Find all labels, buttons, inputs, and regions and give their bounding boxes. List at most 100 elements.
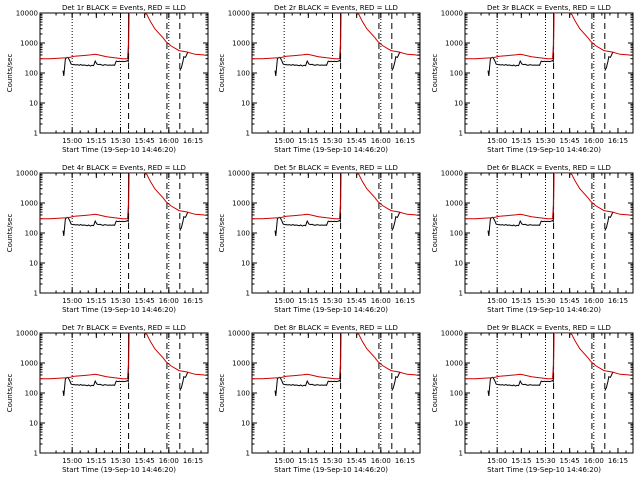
y-axis-label: Counts/sec <box>431 54 439 93</box>
detector-plot: Det 5r BLACK = Events, RED = LLD 1 10 100 10… <box>218 164 421 314</box>
x-axis-label: Start Time (19-Sep-10 14:46:20) <box>62 306 176 314</box>
y-tick-label: 10000 <box>228 170 250 178</box>
y-axis-label: Counts/sec <box>6 374 14 413</box>
events-line <box>274 173 342 236</box>
y-tick-label: 10 <box>29 100 38 108</box>
x-axis-label: Start Time (19-Sep-10 14:46:20) <box>487 466 601 474</box>
x-tick-label: 15:30 <box>110 137 130 145</box>
x-tick-label: 15:30 <box>535 137 555 145</box>
x-tick-label: 16:00 <box>371 297 391 305</box>
x-tick-label: 16:15 <box>608 457 628 465</box>
events-line <box>487 173 555 236</box>
y-tick-label: 1000 <box>445 360 463 368</box>
x-tick-label: 16:15 <box>183 297 203 305</box>
y-tick-label: 1000 <box>20 200 38 208</box>
events-line <box>604 211 614 231</box>
plot-frame <box>39 172 209 294</box>
x-tick-label: 15:15 <box>511 137 531 145</box>
plot-frame <box>39 332 209 454</box>
x-tick-label: 15:30 <box>535 457 555 465</box>
lld-line <box>465 13 633 60</box>
events-line <box>62 333 130 396</box>
y-tick-label: 100 <box>450 390 463 398</box>
y-tick-label: 10 <box>29 260 38 268</box>
detector-plot: Det 6r BLACK = Events, RED = LLD 1 10 100 10… <box>431 164 634 314</box>
detector-plot: Det 3r BLACK = Events, RED = LLD 1 10 100 10… <box>431 4 634 154</box>
plot-series-group <box>40 13 208 76</box>
x-tick-label: 15:15 <box>86 297 106 305</box>
events-line <box>179 371 189 391</box>
y-tick-label: 1 <box>246 130 250 138</box>
y-axis-label: Counts/sec <box>218 214 226 253</box>
events-line <box>487 333 555 396</box>
plot-series-group <box>40 333 208 396</box>
y-tick-label: 1 <box>34 130 38 138</box>
plot-title: Det 6r BLACK = Events, RED = LLD <box>487 164 611 172</box>
y-tick-label: 10000 <box>228 330 250 338</box>
y-tick-label: 1000 <box>232 200 250 208</box>
events-line <box>179 211 189 231</box>
x-tick-label: 16:00 <box>371 457 391 465</box>
x-tick-label: 16:15 <box>395 297 415 305</box>
x-tick-label: 16:00 <box>159 297 179 305</box>
y-tick-label: 100 <box>237 70 250 78</box>
y-tick-label: 1 <box>246 450 250 458</box>
y-tick-label: 10 <box>454 260 463 268</box>
y-tick-label: 1 <box>34 450 38 458</box>
y-tick-label: 1 <box>459 450 463 458</box>
events-line <box>391 51 401 71</box>
y-tick-label: 1000 <box>445 200 463 208</box>
detector-plot: Det 4r BLACK = Events, RED = LLD 1 10 100 10… <box>6 164 209 314</box>
y-tick-label: 10000 <box>441 170 463 178</box>
y-tick-label: 10 <box>454 100 463 108</box>
plot-series-group <box>252 13 420 76</box>
y-tick-label: 1 <box>246 290 250 298</box>
y-axis-label: Counts/sec <box>6 214 14 253</box>
x-tick-label: 15:30 <box>322 457 342 465</box>
plot-series-group <box>465 13 633 76</box>
x-tick-label: 15:00 <box>487 297 507 305</box>
x-axis-label: Start Time (19-Sep-10 14:46:20) <box>62 146 176 154</box>
lld-line <box>465 173 633 220</box>
x-tick-label: 15:45 <box>135 457 155 465</box>
x-tick-label: 15:15 <box>86 137 106 145</box>
y-tick-label: 10 <box>29 420 38 428</box>
y-tick-label: 1 <box>34 290 38 298</box>
x-tick-label: 15:45 <box>135 137 155 145</box>
detector-plot: Det 1r BLACK = Events, RED = LLD 1 10 100 10… <box>6 4 209 154</box>
x-tick-label: 16:00 <box>159 457 179 465</box>
plot-series-group <box>465 173 633 236</box>
y-tick-label: 1000 <box>20 360 38 368</box>
y-tick-label: 10000 <box>16 330 38 338</box>
x-tick-label: 15:00 <box>487 137 507 145</box>
plot-frame <box>39 12 209 134</box>
x-axis-label: Start Time (19-Sep-10 14:46:20) <box>62 466 176 474</box>
plot-frame <box>464 12 634 134</box>
events-line <box>487 13 555 76</box>
plot-frame <box>251 172 421 294</box>
events-line <box>274 333 342 396</box>
x-tick-label: 16:00 <box>584 137 604 145</box>
y-tick-label: 1 <box>459 290 463 298</box>
x-tick-label: 16:00 <box>159 137 179 145</box>
x-axis-label: Start Time (19-Sep-10 14:46:20) <box>487 306 601 314</box>
y-tick-label: 10000 <box>441 10 463 18</box>
lld-line <box>40 333 208 380</box>
y-tick-label: 100 <box>25 390 38 398</box>
detector-plot: Det 2r BLACK = Events, RED = LLD 1 10 100 10… <box>218 4 421 154</box>
x-axis-label: Start Time (19-Sep-10 14:46:20) <box>487 146 601 154</box>
x-tick-label: 15:00 <box>274 137 294 145</box>
x-tick-label: 15:30 <box>535 297 555 305</box>
x-tick-label: 15:00 <box>62 137 82 145</box>
x-tick-label: 15:00 <box>487 457 507 465</box>
events-line <box>604 51 614 71</box>
lld-line <box>40 173 208 220</box>
plot-frame <box>251 12 421 134</box>
plot-frame <box>251 332 421 454</box>
y-tick-label: 100 <box>450 70 463 78</box>
plot-title: Det 9r BLACK = Events, RED = LLD <box>487 324 611 332</box>
events-line <box>391 371 401 391</box>
plot-series-group <box>252 173 420 236</box>
y-tick-label: 10 <box>241 420 250 428</box>
x-tick-label: 15:15 <box>511 297 531 305</box>
